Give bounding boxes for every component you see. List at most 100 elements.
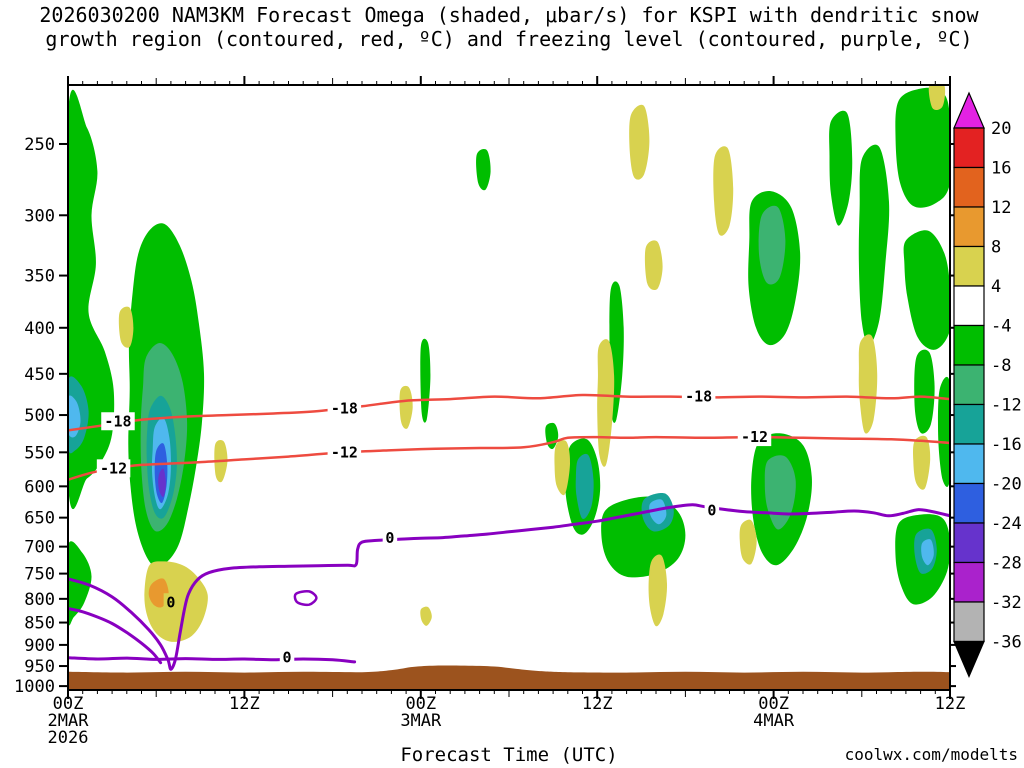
colorbar-band (953, 245, 985, 287)
x-axis-label: 2MAR (48, 711, 90, 731)
contour-label-bg (279, 648, 295, 667)
contour-label-bg (327, 399, 362, 418)
omega-region-green (829, 110, 853, 226)
omega-region-teal (575, 453, 594, 520)
contour-value-label: -18 (685, 388, 712, 406)
omega-region-seagreen (764, 455, 796, 530)
contour-line-0 (293, 590, 318, 607)
terrain-fill (68, 665, 950, 690)
contour-layer (68, 393, 950, 671)
y-axis-label: 900 (24, 636, 55, 656)
colorbar-tick-label: -16 (991, 435, 1022, 455)
contour-line-0 (68, 607, 163, 665)
colorbar-band (953, 601, 985, 643)
contour-label-bg (704, 501, 720, 520)
colorbar-tick-label: -32 (991, 593, 1022, 613)
contour-value-label: -12 (331, 443, 358, 461)
axes-layer: 2503003504004505005506006507007508008509… (14, 76, 965, 748)
colorbar-tick-label: -36 (991, 633, 1022, 653)
omega-region-yellow (928, 85, 946, 110)
y-axis-label: 550 (24, 443, 55, 463)
colorbar-band (953, 285, 985, 327)
colorbar-band (953, 206, 985, 248)
colorbar: 20 16 12 8 4 -4 -8 -12 -16 -20 -24 -28 -32 -36 (953, 91, 1022, 679)
x-axis-label: 4MAR (753, 711, 795, 731)
colorbar-band (953, 482, 985, 524)
colorbar-tick-label: 8 (991, 238, 1001, 258)
x-axis-label: 00Z (758, 694, 789, 714)
omega-region-cyan (649, 499, 667, 525)
colorbar-band (953, 522, 985, 564)
y-axis-label: 700 (24, 538, 55, 558)
omega-region-cyan (68, 395, 81, 438)
y-axis-label: 400 (24, 319, 55, 339)
omega-region-green (858, 144, 890, 346)
y-axis-label: 500 (24, 406, 55, 426)
omega-region-yellow (858, 334, 878, 434)
omega-region-green (476, 148, 491, 191)
omega-region-yellow (399, 385, 413, 429)
x-axis-label: 00Z (53, 694, 84, 714)
contour-label-layer: -18 -18 -18 -12 -12 -12 0 0 0 0 (96, 387, 772, 667)
contour-label-bg (327, 443, 362, 462)
y-axis-label: 300 (24, 206, 55, 226)
y-axis-label: 950 (24, 657, 55, 677)
colorbar-tick-label: -12 (991, 396, 1022, 416)
contour-label-bg (101, 412, 135, 431)
x-axis-label: 2026 (48, 728, 89, 748)
y-axis-label: 750 (24, 565, 55, 585)
omega-region-yellow (420, 606, 432, 626)
colorbar-band (953, 127, 985, 169)
y-axis-label: 850 (24, 614, 55, 634)
colorbar-band (953, 324, 985, 366)
y-axis-label: 450 (24, 365, 55, 385)
contour-label-bg (737, 428, 772, 447)
chart-title-line2: growth region (contoured, red, ºC) and f… (45, 27, 972, 51)
omega-region-cyan (921, 539, 934, 566)
colorbar-band (953, 403, 985, 445)
x-axis-label: 3MAR (400, 711, 442, 731)
contour-label-bg (96, 459, 131, 478)
y-axis-label: 250 (24, 135, 55, 155)
omega-region-yellow (739, 519, 757, 565)
contour-value-label: -18 (331, 400, 358, 418)
omega-region-yellow (713, 146, 734, 236)
contour-line-0 (68, 503, 950, 671)
colorbar-tick-label: -24 (991, 514, 1022, 534)
contour-value-label: -12 (741, 428, 768, 446)
omega-region-yellow (913, 435, 931, 490)
colorbar-tick-label: -20 (991, 475, 1022, 495)
watermark: coolwx.com/modelts (845, 745, 1018, 764)
omega-region-yellow (554, 440, 571, 496)
contour-line--18 (68, 393, 950, 432)
x-axis-label: 12Z (582, 694, 613, 714)
omega-region-green (895, 87, 950, 208)
omega-region-green (420, 338, 431, 423)
x-axis-title: Forecast Time (UTC) (400, 744, 617, 766)
contour-label-bg (382, 529, 398, 548)
colorbar-band (953, 561, 985, 603)
y-axis-label: 1000 (14, 677, 55, 697)
chart-title-line1: 2026030200 NAM3KM Forecast Omega (shaded… (39, 3, 979, 27)
contour-line-0 (68, 656, 357, 664)
omega-region-seagreen (758, 205, 786, 285)
omega-region-yellow (648, 554, 668, 627)
omega-region-yellow (644, 240, 663, 291)
colorbar-under-arrow (953, 640, 985, 679)
omega-region-yellow (597, 339, 615, 467)
contour-value-label: -18 (104, 412, 131, 430)
colorbar-tick-label: 12 (991, 198, 1011, 218)
contour-label-bg (163, 593, 179, 612)
plot-area: -18 -18 -18 -12 -12 -12 0 0 0 0 250 300 350 400 450 500… (14, 76, 1022, 748)
colorbar-band (953, 443, 985, 485)
colorbar-tick-label: -28 (991, 554, 1022, 574)
x-axis-label: 12Z (229, 694, 260, 714)
omega-region-green (937, 376, 950, 487)
contour-value-label: 0 (707, 501, 716, 519)
omega-region-yellow (629, 104, 650, 180)
colorbar-over-arrow (953, 91, 985, 129)
colorbar-band (953, 364, 985, 406)
contour-line--12 (68, 435, 950, 482)
